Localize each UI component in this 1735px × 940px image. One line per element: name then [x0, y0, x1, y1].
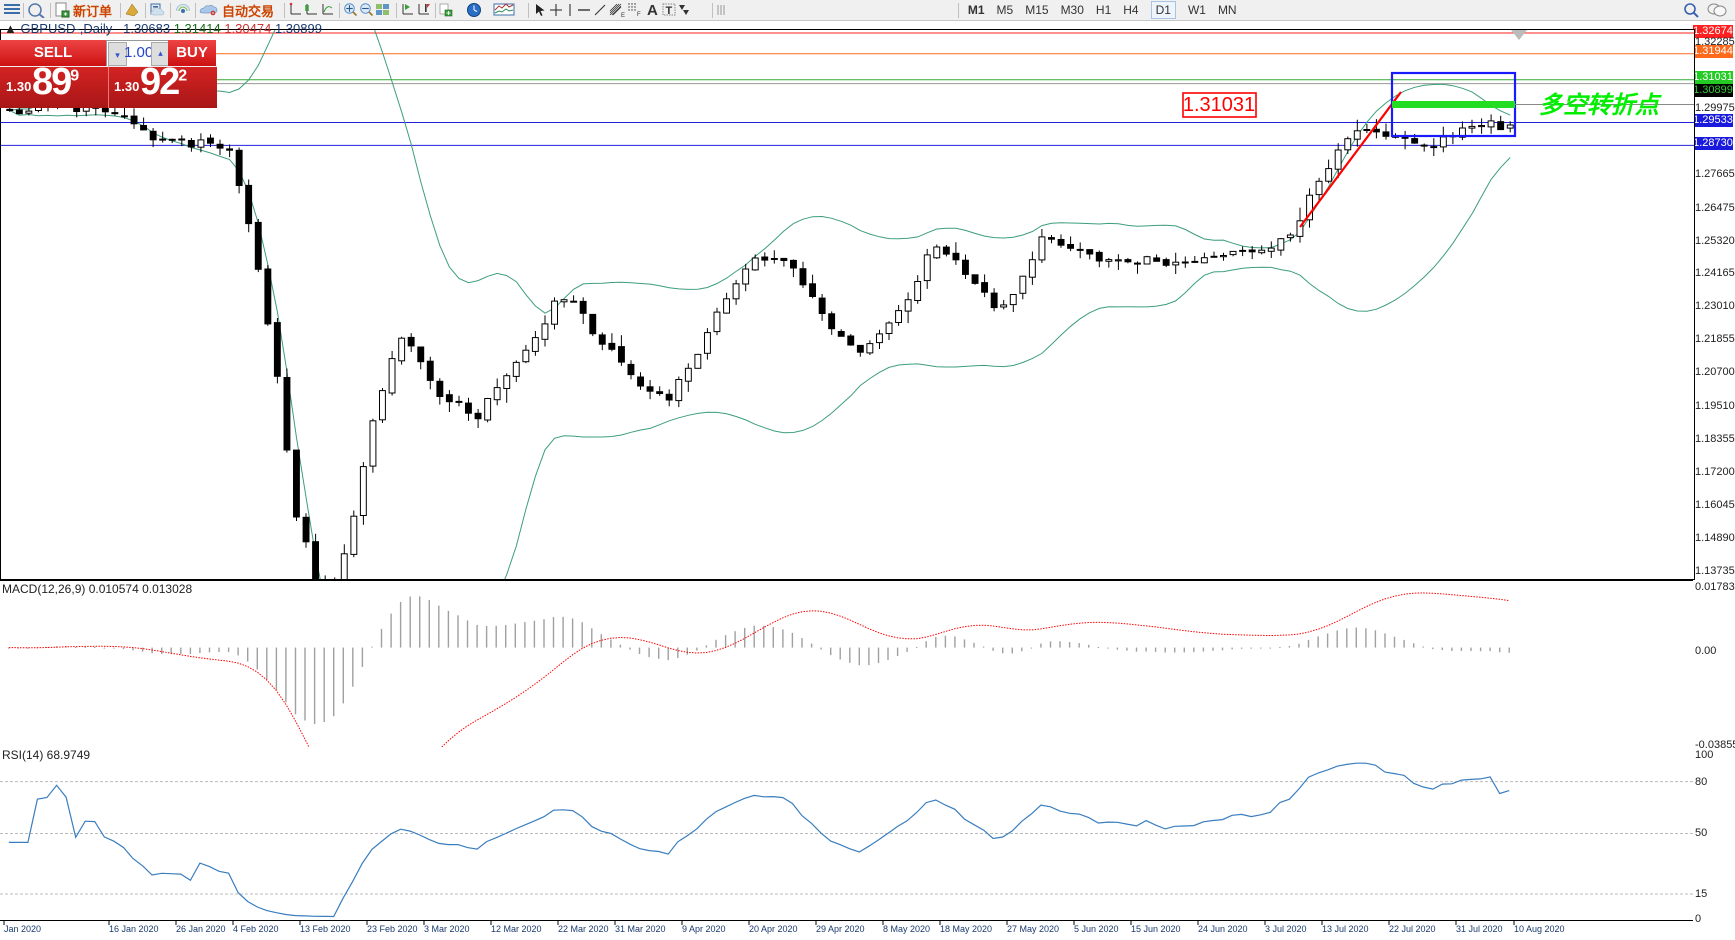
svg-text:E: E [621, 13, 625, 18]
svg-text:T: T [665, 5, 672, 17]
svg-text:多空转折点: 多空转折点 [1539, 92, 1662, 119]
svg-text:F: F [637, 12, 641, 18]
svg-text:1.31031: 1.31031 [1183, 94, 1255, 116]
